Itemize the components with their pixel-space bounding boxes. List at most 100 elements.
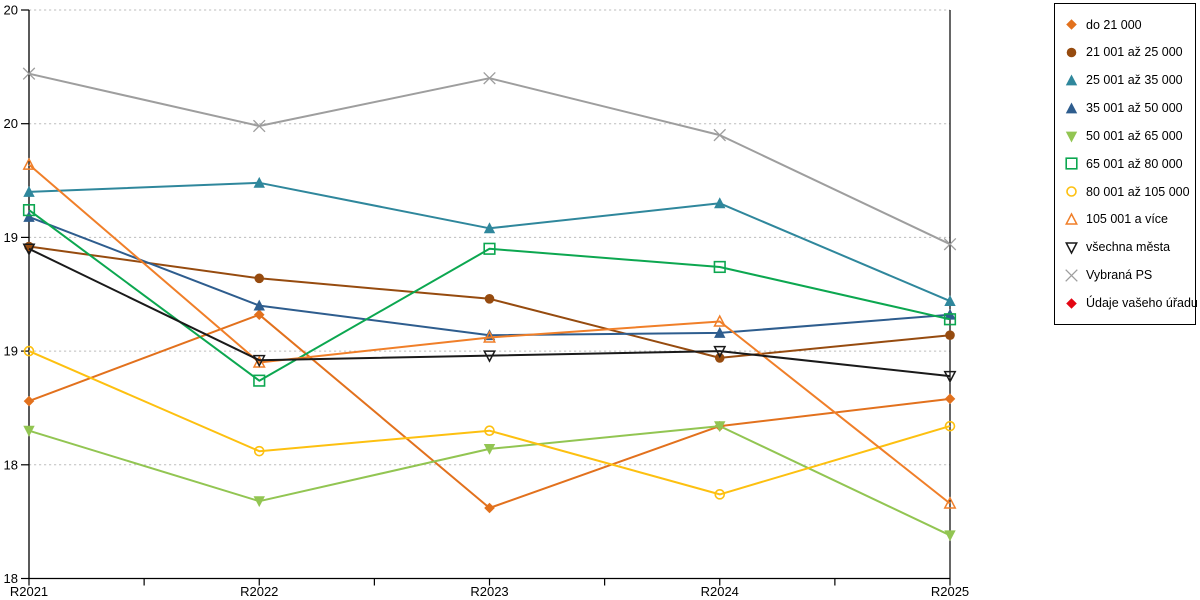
triangle-down-open-marker-icon bbox=[713, 345, 727, 359]
legend-item: Údaje vašeho úřadu bbox=[1064, 296, 1198, 311]
legend-item-label: 65 001 až 80 000 bbox=[1086, 156, 1183, 171]
triangle-down-open-marker-icon bbox=[1065, 242, 1078, 255]
triangle-down-open-legend-icon bbox=[1065, 242, 1078, 255]
circle-open-marker-icon bbox=[484, 425, 495, 436]
triangle-up-open-marker-icon bbox=[483, 330, 496, 343]
triangle-down-legend-icon bbox=[1065, 131, 1078, 143]
legend-item-label: 35 001 až 50 000 bbox=[1086, 101, 1183, 116]
square-open-marker-icon bbox=[713, 260, 726, 274]
triangle-up-legend-icon bbox=[1065, 74, 1078, 86]
legend-item-label: Vybraná PS bbox=[1086, 267, 1153, 282]
x-open-marker-icon bbox=[252, 119, 266, 133]
legend-item: 65 001 až 80 000 bbox=[1064, 156, 1193, 171]
series-line bbox=[28, 163, 951, 505]
x-tick-label: R2023 bbox=[470, 584, 508, 599]
diamond-marker-icon bbox=[1066, 297, 1077, 309]
diamond-marker-icon bbox=[944, 393, 956, 405]
diamond-marker-icon bbox=[1066, 19, 1077, 31]
triangle-up-marker-icon bbox=[714, 197, 726, 209]
x-tick-label: R2022 bbox=[240, 584, 278, 599]
diamond-marker-icon bbox=[484, 502, 495, 514]
triangle-down-open-marker-icon bbox=[483, 350, 496, 363]
triangle-up-marker-icon bbox=[1065, 74, 1078, 86]
square-open-marker-icon bbox=[22, 204, 36, 217]
triangle-up-marker-icon bbox=[23, 210, 35, 222]
triangle-up-open-marker-icon bbox=[713, 314, 727, 327]
square-open-marker-icon bbox=[253, 374, 266, 387]
legend-item: do 21 000 bbox=[1064, 17, 1193, 32]
square-open-marker-icon bbox=[1065, 157, 1078, 171]
y-tick-label: 18 bbox=[4, 571, 18, 586]
circle-marker-icon bbox=[1066, 47, 1077, 58]
y-tick-label: 20 bbox=[4, 116, 18, 131]
triangle-down-marker-icon bbox=[1065, 131, 1078, 143]
y-tick-label: 19 bbox=[4, 344, 18, 359]
chart-legend: do 21 000 21 001 až 25 000 25 001 až 35 00… bbox=[1054, 3, 1198, 325]
triangle-up-marker-icon bbox=[23, 185, 35, 197]
diamond-legend-icon bbox=[1066, 297, 1077, 309]
x-open-legend-icon bbox=[1065, 268, 1078, 282]
circle-open-marker-icon bbox=[1066, 186, 1077, 198]
diamond-legend-icon bbox=[1066, 19, 1077, 31]
square-open-legend-icon bbox=[1065, 157, 1078, 171]
series-line bbox=[28, 215, 951, 337]
circle-marker-icon bbox=[945, 330, 955, 340]
triangle-up-open-marker-icon bbox=[943, 496, 957, 509]
legend-item: Vybraná PS bbox=[1064, 268, 1193, 283]
triangle-up-open-marker-icon bbox=[1065, 212, 1078, 225]
triangle-up-marker-icon bbox=[253, 299, 265, 311]
circle-open-marker-icon bbox=[253, 445, 265, 457]
series-line bbox=[28, 72, 951, 246]
triangle-up-marker-icon bbox=[714, 326, 726, 338]
triangle-up-legend-icon bbox=[1065, 102, 1078, 114]
x-open-marker-icon bbox=[713, 128, 727, 142]
legend-item-label: 105 001 a více bbox=[1086, 212, 1169, 227]
triangle-down-marker-icon bbox=[714, 421, 726, 433]
triangle-up-marker-icon bbox=[483, 222, 496, 234]
legend-item-label: Údaje vašeho úřadu bbox=[1086, 295, 1198, 310]
diamond-marker-icon bbox=[253, 309, 265, 321]
triangle-down-marker-icon bbox=[944, 530, 956, 542]
x-open-marker-icon bbox=[1065, 268, 1078, 282]
y-tick-label: 19 bbox=[4, 230, 18, 245]
y-tick-label: 18 bbox=[4, 457, 18, 472]
x-open-marker-icon bbox=[22, 67, 36, 80]
x-open-marker-icon bbox=[943, 237, 957, 251]
square-open-marker-icon bbox=[483, 242, 496, 255]
circle-open-marker-icon bbox=[714, 489, 726, 500]
x-open-marker-icon bbox=[483, 71, 496, 85]
x-tick-label: R2024 bbox=[701, 584, 739, 599]
triangle-down-marker-icon bbox=[23, 425, 35, 437]
legend-item-label: 80 001 až 105 000 bbox=[1086, 184, 1190, 199]
legend-item-label: do 21 000 bbox=[1086, 17, 1142, 32]
circle-marker-icon bbox=[254, 273, 265, 284]
series-line bbox=[28, 350, 951, 496]
series-line bbox=[28, 425, 951, 537]
x-tick-label: R2021 bbox=[10, 584, 48, 599]
legend-item-label: 21 001 až 25 000 bbox=[1086, 45, 1183, 60]
triangle-up-marker-icon bbox=[253, 176, 265, 188]
circle-open-marker-icon bbox=[23, 345, 35, 357]
legend-item: 105 001 a více bbox=[1064, 212, 1193, 227]
triangle-down-marker-icon bbox=[483, 443, 496, 455]
legend-item-label: 25 001 až 35 000 bbox=[1086, 73, 1183, 88]
circle-legend-icon bbox=[1066, 47, 1077, 58]
triangle-up-marker-icon bbox=[1065, 102, 1078, 114]
series-line bbox=[28, 247, 951, 378]
x-tick-label: R2025 bbox=[931, 584, 969, 599]
legend-item: 50 001 až 65 000 bbox=[1064, 129, 1193, 144]
square-open-marker-icon bbox=[943, 313, 957, 326]
circle-open-marker-icon bbox=[944, 420, 956, 432]
legend-item: 21 001 až 25 000 bbox=[1064, 45, 1193, 60]
legend-item-label: všechna města bbox=[1086, 240, 1171, 255]
circle-marker-icon bbox=[484, 293, 495, 304]
legend-item-label: 50 001 až 65 000 bbox=[1086, 128, 1183, 143]
triangle-down-open-marker-icon bbox=[943, 370, 957, 384]
triangle-up-open-legend-icon bbox=[1065, 212, 1078, 225]
diamond-marker-icon bbox=[23, 395, 35, 407]
triangle-down-marker-icon bbox=[253, 496, 265, 508]
legend-item: 80 001 až 105 000 bbox=[1064, 184, 1193, 199]
line-chart: 18 18 19 19 20 20 R2021 R2022 R2023 R2024 R2025 bbox=[4, 3, 970, 600]
legend-item: 35 001 až 50 000 bbox=[1064, 101, 1193, 116]
